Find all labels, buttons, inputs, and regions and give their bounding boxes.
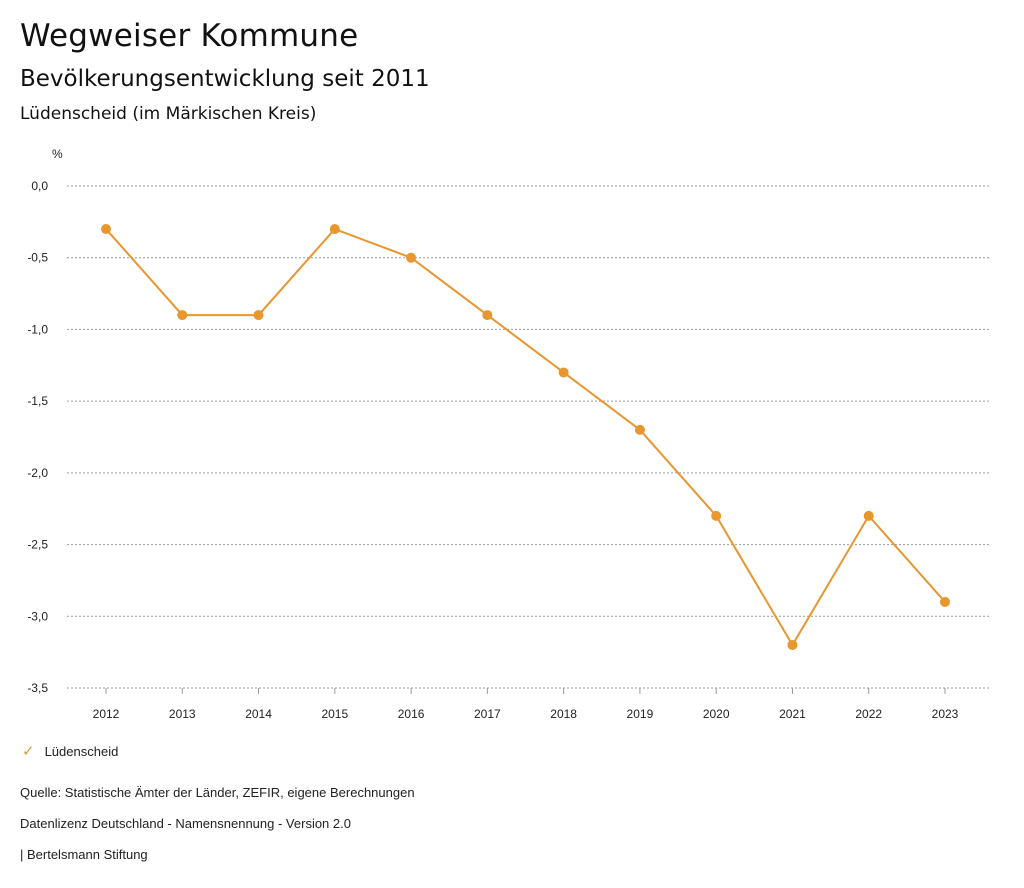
data-point [177, 310, 188, 321]
x-tick-label: 2017 [474, 707, 501, 721]
data-point [558, 367, 569, 378]
data-point [406, 252, 417, 263]
y-tick-label: -1,5 [27, 394, 48, 408]
publisher-note: | Bertelsmann Stiftung [20, 847, 148, 862]
y-tick-label: -0,5 [27, 251, 48, 265]
y-tick-label: 0,0 [31, 179, 48, 193]
chart-subtitle: Bevölkerungsentwicklung seit 2011 [20, 66, 430, 92]
license-note: Datenlizenz Deutschland - Namensnennung … [20, 816, 351, 831]
x-tick-label: 2022 [855, 707, 882, 721]
check-icon: ✓ [22, 743, 35, 760]
y-tick-label: -3,0 [27, 609, 48, 623]
data-point [482, 310, 493, 321]
y-tick-label: -2,0 [27, 466, 48, 480]
x-tick-label: 2020 [703, 707, 730, 721]
x-tick-label: 2021 [779, 707, 806, 721]
data-point [787, 639, 798, 650]
x-tick-label: 2014 [245, 707, 272, 721]
page-title: Wegweiser Kommune [20, 18, 359, 54]
x-tick-label: 2018 [550, 707, 577, 721]
data-point [329, 224, 340, 235]
region-label: Lüdenscheid (im Märkischen Kreis) [20, 104, 317, 124]
source-note: Quelle: Statistische Ämter der Länder, Z… [20, 785, 415, 800]
data-point [101, 224, 111, 235]
data-point [634, 424, 645, 435]
data-point [940, 596, 950, 607]
legend-label: Lüdenscheid [44, 744, 119, 759]
x-tick-label: 2015 [321, 707, 348, 721]
x-tick-label: 2016 [398, 707, 425, 721]
y-tick-label: -3,5 [27, 681, 48, 695]
chart-legend[interactable]: ✓ Lüdenscheid [22, 744, 118, 759]
y-axis-unit-label: % [52, 147, 63, 161]
x-tick-label: 2012 [93, 707, 120, 721]
series-line [105, 228, 946, 646]
line-chart: % 0,0 -0,5 -1,0 -1,5 -2,0 -2,5 -3,0 -3,5 2012 2013… [27, 147, 990, 721]
y-tick-label: -1,0 [27, 322, 48, 336]
x-tick-label: 2013 [169, 707, 196, 721]
data-point [253, 310, 264, 321]
x-tick-label: 2019 [627, 707, 654, 721]
y-tick-label: -2,5 [27, 538, 48, 552]
data-point [711, 510, 722, 521]
data-point [863, 510, 874, 521]
x-tick-label: 2023 [932, 707, 959, 721]
